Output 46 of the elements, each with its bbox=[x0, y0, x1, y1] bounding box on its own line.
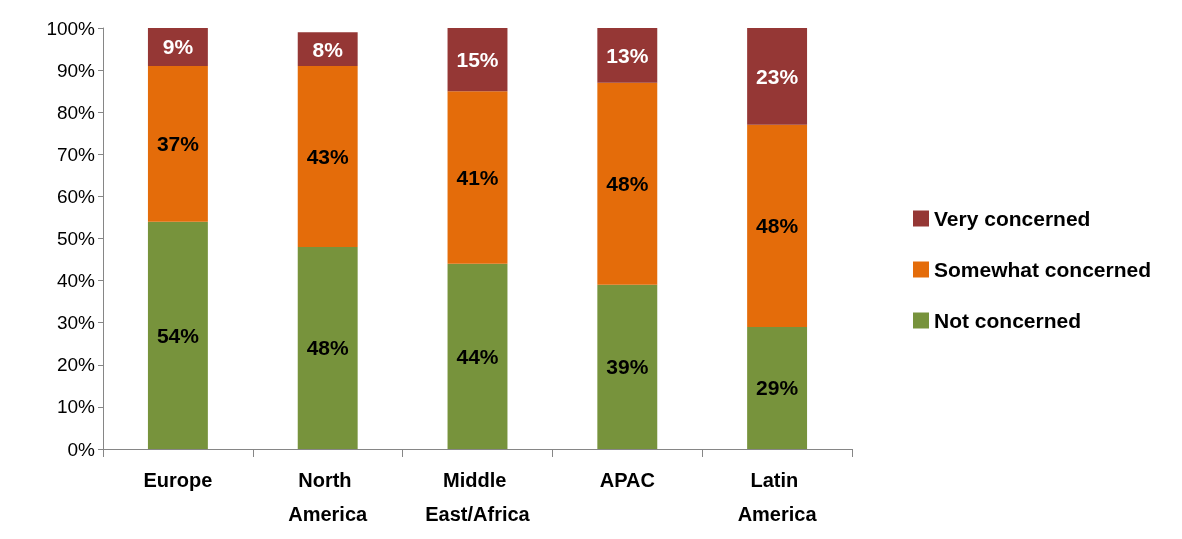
bar bbox=[147, 65, 208, 222]
data-label: 54% bbox=[156, 323, 200, 347]
data-label: 13% bbox=[606, 43, 649, 67]
bar bbox=[447, 91, 508, 264]
y-tick-label: 40% bbox=[56, 270, 96, 292]
bar bbox=[747, 326, 808, 449]
data-label: 48% bbox=[756, 214, 799, 238]
y-tick-label: 60% bbox=[56, 185, 96, 207]
legend-label: Somewhat concerned bbox=[934, 258, 1152, 281]
data-label: 15% bbox=[456, 48, 499, 72]
x-tick-label: Middle East/Africa bbox=[425, 469, 531, 525]
y-tick-label: 80% bbox=[56, 101, 96, 123]
bar bbox=[297, 65, 358, 247]
data-label: 48% bbox=[606, 172, 649, 196]
bar bbox=[747, 28, 808, 125]
x-tick-label: North America bbox=[288, 469, 369, 525]
data-label: 37% bbox=[156, 132, 200, 156]
x-tick-label: Latin America bbox=[737, 469, 818, 525]
x-tick-label: APAC bbox=[599, 469, 655, 491]
data-label: 41% bbox=[456, 165, 499, 189]
data-label: 8% bbox=[312, 37, 344, 61]
bar bbox=[597, 28, 658, 83]
bar bbox=[447, 263, 508, 449]
y-tick-label: 70% bbox=[56, 143, 96, 165]
y-tick-label: 10% bbox=[56, 396, 96, 418]
data-label: 9% bbox=[162, 35, 194, 59]
data-label: 29% bbox=[756, 376, 799, 400]
data-label: 48% bbox=[306, 336, 350, 360]
bar bbox=[597, 82, 658, 285]
bar bbox=[147, 221, 208, 449]
data-label: 43% bbox=[306, 144, 350, 168]
y-tick-label: 0% bbox=[67, 438, 96, 460]
y-tick-label: 50% bbox=[56, 228, 96, 249]
legend-label: Very concerned bbox=[934, 207, 1091, 230]
x-tick-label: Europe bbox=[143, 469, 213, 491]
y-tick-label: 30% bbox=[56, 312, 96, 334]
y-tick-label: 20% bbox=[56, 354, 96, 376]
bar bbox=[297, 246, 358, 449]
bar bbox=[597, 284, 658, 449]
y-tick-label: 90% bbox=[56, 59, 96, 81]
data-label: 23% bbox=[756, 64, 799, 88]
legend-label: Not concerned bbox=[934, 309, 1082, 332]
data-label: 44% bbox=[456, 344, 499, 368]
data-label: 39% bbox=[606, 355, 649, 379]
y-tick-label: 100% bbox=[46, 17, 96, 39]
bar bbox=[747, 124, 808, 327]
